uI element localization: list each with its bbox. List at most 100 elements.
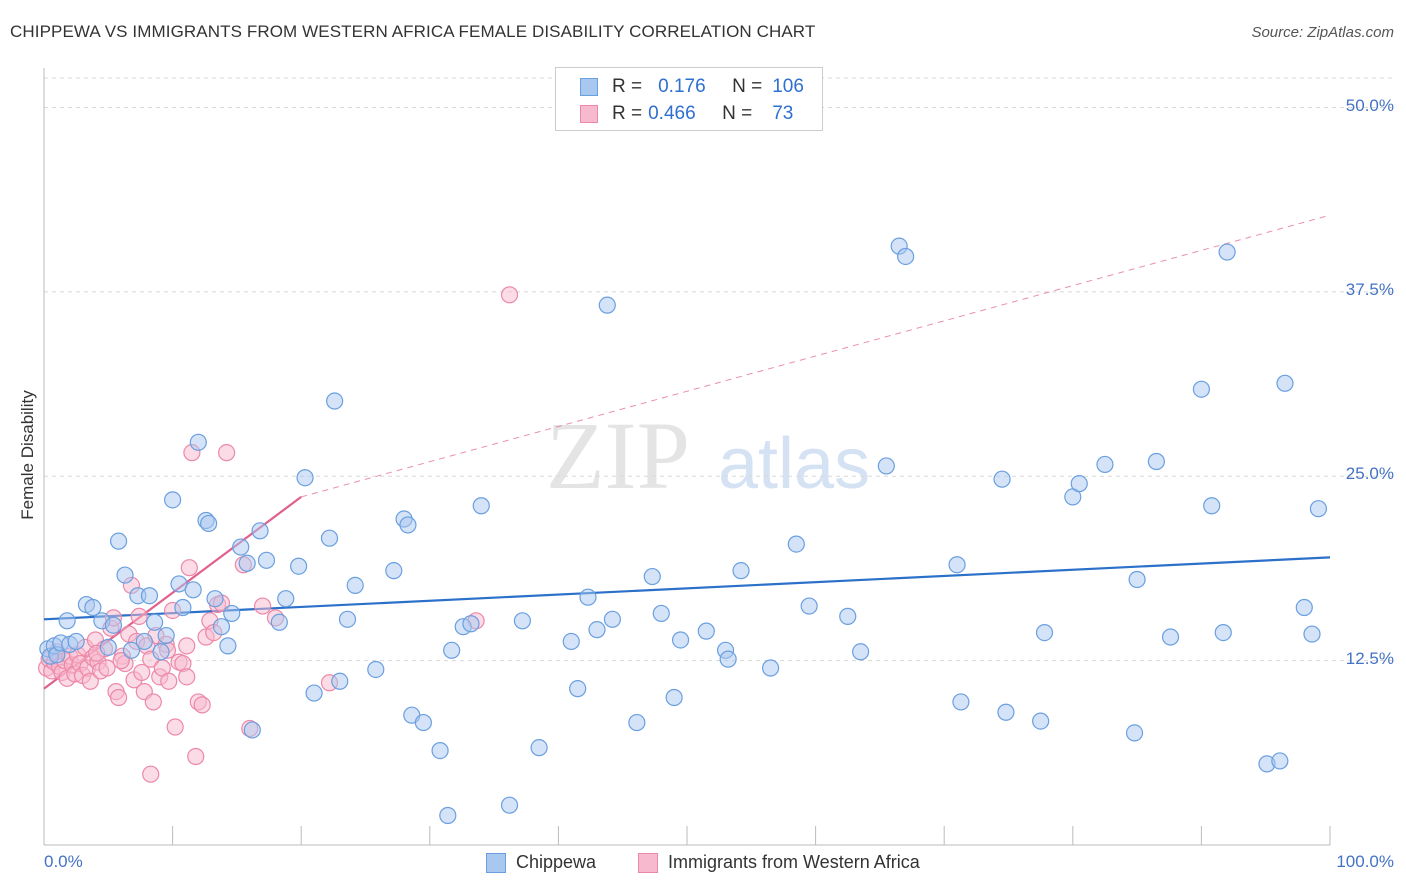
point-chippewa[interactable] (200, 514, 218, 533)
point-western-africa[interactable] (193, 696, 211, 714)
point-chippewa[interactable] (206, 590, 224, 608)
point-western-africa[interactable] (500, 286, 519, 304)
point-chippewa[interactable] (1276, 374, 1294, 392)
point-chippewa[interactable] (257, 551, 276, 569)
point-western-africa[interactable] (218, 444, 236, 462)
point-chippewa[interactable] (140, 587, 159, 605)
point-chippewa[interactable] (719, 650, 737, 668)
point-chippewa[interactable] (320, 529, 339, 547)
point-western-africa[interactable] (178, 668, 196, 686)
point-chippewa[interactable] (385, 562, 403, 580)
point-chippewa[interactable] (948, 556, 966, 574)
point-western-africa[interactable] (98, 659, 116, 677)
point-chippewa[interactable] (1032, 712, 1050, 730)
point-chippewa[interactable] (296, 469, 314, 487)
point-chippewa[interactable] (1147, 452, 1165, 471)
point-western-africa[interactable] (112, 652, 130, 670)
point-western-africa[interactable] (187, 747, 205, 766)
point-chippewa[interactable] (116, 566, 134, 584)
point-chippewa[interactable] (652, 604, 670, 623)
point-chippewa[interactable] (219, 637, 237, 655)
point-chippewa[interactable] (109, 532, 128, 550)
point-chippewa[interactable] (643, 567, 661, 586)
point-chippewa[interactable] (569, 680, 587, 698)
point-chippewa[interactable] (877, 457, 895, 475)
point-western-africa[interactable] (142, 765, 160, 783)
point-western-africa[interactable] (81, 672, 99, 690)
point-western-africa[interactable] (133, 663, 151, 682)
point-western-africa[interactable] (144, 693, 162, 711)
point-chippewa[interactable] (1309, 500, 1328, 518)
point-chippewa[interactable] (1295, 598, 1313, 617)
point-chippewa[interactable] (761, 659, 780, 677)
point-chippewa[interactable] (338, 610, 357, 628)
point-western-africa[interactable] (130, 607, 148, 625)
point-chippewa[interactable] (58, 612, 76, 630)
point-western-africa[interactable] (180, 559, 198, 577)
point-chippewa[interactable] (122, 641, 141, 659)
point-chippewa[interactable] (732, 562, 750, 580)
bottom-legend-chippewa[interactable]: Chippewa (486, 852, 596, 873)
point-chippewa[interactable] (628, 713, 646, 732)
point-chippewa[interactable] (243, 721, 261, 739)
point-chippewa[interactable] (1070, 475, 1088, 493)
point-chippewa[interactable] (184, 581, 202, 599)
point-chippewa[interactable] (530, 739, 548, 757)
point-chippewa[interactable] (145, 613, 164, 631)
point-chippewa[interactable] (212, 618, 231, 636)
point-chippewa[interactable] (277, 590, 295, 608)
point-chippewa[interactable] (839, 607, 857, 625)
point-chippewa[interactable] (598, 296, 616, 314)
point-chippewa[interactable] (1128, 570, 1146, 589)
point-chippewa[interactable] (952, 693, 970, 711)
point-chippewa[interactable] (1035, 623, 1054, 642)
point-chippewa[interactable] (399, 516, 417, 534)
point-chippewa[interactable] (84, 598, 102, 617)
point-chippewa[interactable] (290, 557, 308, 575)
point-chippewa[interactable] (697, 622, 715, 640)
point-chippewa[interactable] (787, 535, 805, 553)
point-chippewa[interactable] (135, 632, 153, 651)
point-chippewa[interactable] (588, 621, 606, 639)
point-chippewa[interactable] (152, 643, 170, 661)
point-chippewa[interactable] (331, 672, 349, 690)
point-chippewa[interactable] (431, 741, 449, 760)
point-chippewa[interactable] (671, 631, 690, 649)
point-chippewa[interactable] (1303, 625, 1321, 643)
point-western-africa[interactable] (166, 718, 184, 736)
point-chippewa[interactable] (174, 598, 192, 617)
point-chippewa[interactable] (897, 247, 915, 266)
point-chippewa[interactable] (1096, 455, 1114, 474)
point-chippewa[interactable] (852, 643, 870, 661)
point-chippewa[interactable] (251, 522, 269, 540)
point-chippewa[interactable] (223, 604, 241, 623)
point-chippewa[interactable] (800, 597, 818, 615)
point-chippewa[interactable] (1218, 243, 1236, 261)
point-chippewa[interactable] (305, 684, 323, 702)
point-chippewa[interactable] (665, 688, 683, 707)
point-chippewa[interactable] (472, 497, 490, 515)
point-chippewa[interactable] (67, 632, 85, 651)
point-chippewa[interactable] (104, 616, 123, 634)
point-chippewa[interactable] (270, 613, 288, 631)
point-chippewa[interactable] (1271, 752, 1289, 770)
point-western-africa[interactable] (160, 672, 178, 690)
point-chippewa[interactable] (346, 576, 364, 595)
point-chippewa[interactable] (232, 538, 250, 556)
point-chippewa[interactable] (993, 470, 1011, 488)
point-chippewa[interactable] (513, 612, 531, 630)
point-chippewa[interactable] (439, 806, 457, 825)
point-chippewa[interactable] (157, 626, 175, 645)
point-chippewa[interactable] (500, 796, 519, 814)
point-chippewa[interactable] (603, 610, 622, 628)
bottom-legend-western-africa[interactable]: Immigrants from Western Africa (638, 852, 920, 873)
point-chippewa[interactable] (1192, 380, 1211, 398)
point-western-africa[interactable] (178, 637, 196, 655)
point-western-africa[interactable] (254, 597, 272, 615)
point-chippewa[interactable] (1161, 628, 1180, 646)
point-chippewa[interactable] (99, 638, 117, 656)
point-western-africa[interactable] (109, 688, 128, 707)
point-chippewa[interactable] (579, 588, 597, 606)
point-chippewa[interactable] (1214, 623, 1232, 642)
point-chippewa[interactable] (326, 392, 344, 410)
